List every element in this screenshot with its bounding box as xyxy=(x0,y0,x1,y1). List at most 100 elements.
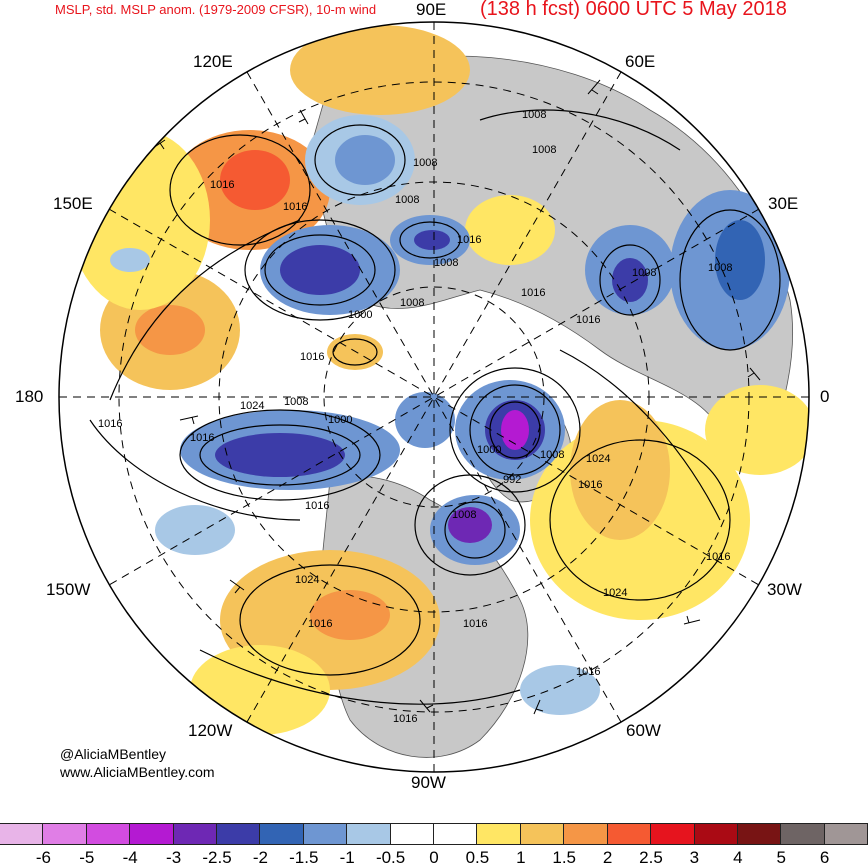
anom-cold-alaska xyxy=(215,433,345,477)
colorbar-tick-label: 0 xyxy=(429,848,439,867)
colorbar-swatch xyxy=(302,823,348,845)
iso-1016-h: 1016 xyxy=(190,432,214,444)
anom-purple-baffin xyxy=(501,410,529,450)
colorbar-swatch xyxy=(0,823,44,845)
anom-cold-russia xyxy=(715,220,765,300)
iso-1008-k: 1008 xyxy=(452,509,476,521)
anom-warm-atlantic xyxy=(570,400,670,540)
iso-1016-c: 1016 xyxy=(457,234,481,246)
iso-1016-m: 1016 xyxy=(463,618,487,630)
colorbar-tick-label: -0.5 xyxy=(375,848,406,867)
iso-1016-n: 1016 xyxy=(576,666,600,678)
iso-1016-k: 1016 xyxy=(706,551,730,563)
iso-1000-b: 1000 xyxy=(328,414,352,426)
iso-1016-o: 1016 xyxy=(393,713,417,725)
colorbar-tick-label: 5 xyxy=(776,848,786,867)
forecast-time: (138 h fcst) 0600 UTC 5 May 2018 xyxy=(480,0,787,20)
colorbar-tick-label: 1.5 xyxy=(552,848,577,867)
map-border xyxy=(58,21,810,773)
colorbar-tick-label: -2 xyxy=(252,848,268,867)
iso-1008-a: 1008 xyxy=(522,109,546,121)
lon-label-120w: 120W xyxy=(188,721,233,740)
iso-1016-l: 1016 xyxy=(308,618,332,630)
lon-label-150w: 150W xyxy=(46,580,91,599)
iso-1008-g: 1008 xyxy=(708,262,732,274)
graticule xyxy=(59,22,809,772)
anom-cold-eastsiberia xyxy=(335,135,395,185)
colorbar-tick-label: 3 xyxy=(689,848,700,867)
colorbar-swatch xyxy=(693,823,738,845)
colorbar xyxy=(0,823,868,845)
colorbar-tick-label: 4 xyxy=(733,848,743,867)
anom-cold-bering xyxy=(280,245,360,295)
colorbar-tick-label: -3 xyxy=(166,848,182,867)
anom-yellow-arctic xyxy=(465,195,555,265)
colorbar-swatch xyxy=(433,823,478,845)
iso-1008-c: 1008 xyxy=(413,157,437,169)
iso-1008-j: 1008 xyxy=(540,449,564,461)
colorbar-swatch xyxy=(780,823,825,845)
colorbar-tick-label: 2.5 xyxy=(639,848,663,867)
colorbar-tick-label: -5 xyxy=(79,848,95,867)
colorbar-tick-label: -4 xyxy=(122,848,138,867)
lon-label-120e: 120E xyxy=(193,52,233,71)
lon-label-180: 180 xyxy=(15,387,44,406)
anom-hot-northamerica xyxy=(310,590,390,640)
anom-cool-arctic xyxy=(395,392,455,448)
lon-label-90e: 90E xyxy=(416,0,447,19)
anom-cool-atlantic-light xyxy=(520,665,600,715)
iso-1008-d: 1008 xyxy=(395,194,419,206)
colorbar-swatch xyxy=(42,823,87,845)
colorbar-swatch xyxy=(85,823,131,845)
iso-1016-e: 1016 xyxy=(576,314,600,326)
colorbar-swatch xyxy=(823,823,868,845)
iso-992-a: 992 xyxy=(503,474,521,486)
colorbar-swatch xyxy=(736,823,782,845)
iso-1016-d: 1016 xyxy=(521,287,545,299)
iso-1024-c: 1024 xyxy=(295,574,319,586)
colorbar-swatch xyxy=(650,823,695,845)
anom-cool-northpacific xyxy=(110,248,150,272)
anom-warm-siberia-west xyxy=(290,25,470,115)
colorbar-swatch xyxy=(129,823,174,845)
colorbar-swatch xyxy=(519,823,565,845)
anom-cool-pacific-light xyxy=(155,505,235,555)
lon-label-150e: 150E xyxy=(53,194,93,213)
colorbar-swatch xyxy=(259,823,304,845)
anom-hot-siberia xyxy=(220,150,290,210)
colorbar-swatch xyxy=(216,823,261,845)
colorbar-tick-label: 0.5 xyxy=(465,848,490,867)
anom-cold-hudson xyxy=(448,507,492,543)
iso-1024-b: 1024 xyxy=(586,453,610,465)
iso-1008-e: 1008 xyxy=(434,257,458,269)
anom-yellow-north-pacific xyxy=(70,130,210,310)
colorbar-swatch xyxy=(476,823,521,845)
lon-label-0: 0 xyxy=(820,387,830,406)
iso-1008-b: 1008 xyxy=(532,144,556,156)
polar-map: 1016 1016 1008 1008 1008 1016 1008 1008 … xyxy=(58,21,810,773)
anom-cold-urals xyxy=(612,258,648,302)
iso-1000-c: 1000 xyxy=(477,444,501,456)
anom-warm-pacific-core xyxy=(135,305,205,355)
iso-1024-d: 1024 xyxy=(603,587,627,599)
iso-1016-i: 1016 xyxy=(578,479,602,491)
iso-1024-a: 1024 xyxy=(240,400,264,412)
anom-cold-laptev xyxy=(414,230,450,250)
colorbar-tick-label: -6 xyxy=(35,848,51,867)
credit-website: www.AliciaMBentley.com xyxy=(60,764,215,780)
lon-label-90w: 90W xyxy=(411,773,446,792)
colorbar-swatch xyxy=(389,823,435,845)
colorbar-tick-label: -1.5 xyxy=(289,848,319,867)
colorbar-swatch xyxy=(172,823,218,845)
colorbar-tick-label: 1 xyxy=(516,848,526,867)
iso-1008-i: 1008 xyxy=(284,396,308,408)
iso-1016-j: 1016 xyxy=(305,500,329,512)
iso-1016-f: 1016 xyxy=(300,351,324,363)
iso-1016-a: 1016 xyxy=(210,179,234,191)
isobars xyxy=(89,109,781,705)
lon-label-60e: 60E xyxy=(625,52,656,71)
iso-1016-g: 1016 xyxy=(98,418,122,430)
anom-yellow-europe xyxy=(705,385,809,475)
iso-1008-h: 1008 xyxy=(400,297,424,309)
iso-1008-f: 1008 xyxy=(632,267,656,279)
